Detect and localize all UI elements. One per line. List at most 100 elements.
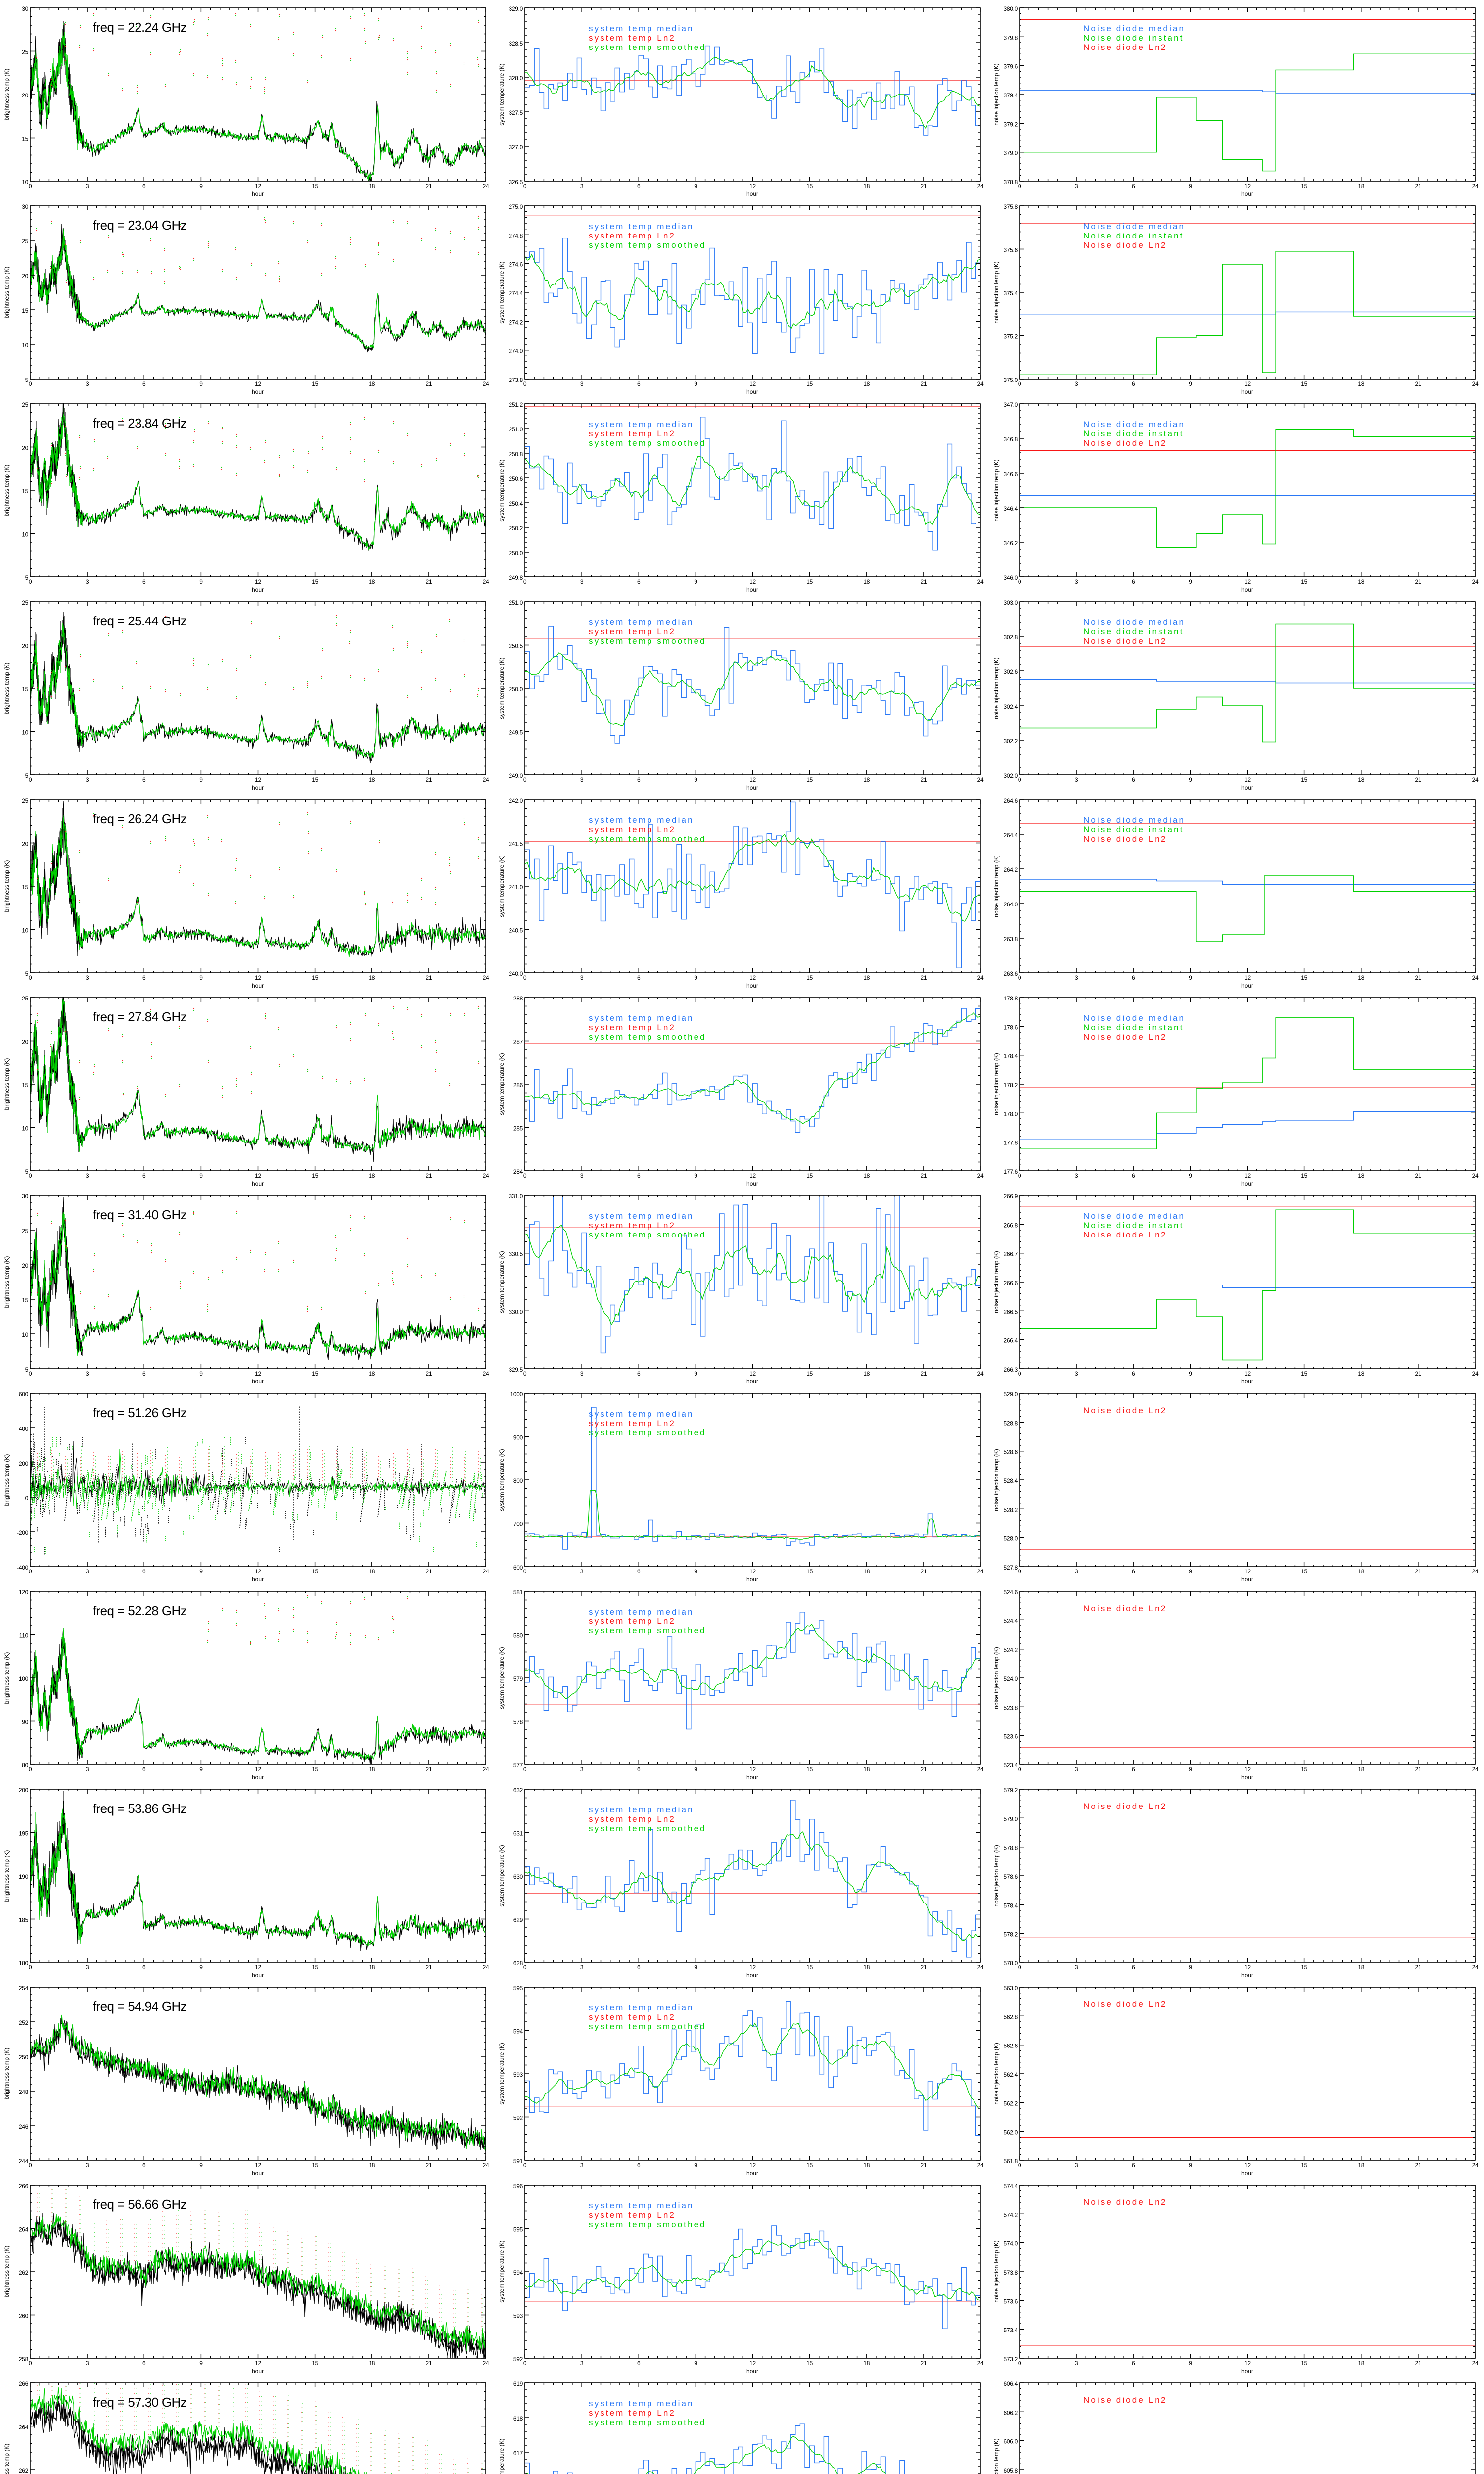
svg-text:18: 18 (863, 1370, 870, 1377)
svg-text:177.6: 177.6 (1003, 1168, 1018, 1175)
svg-text:6: 6 (1132, 2360, 1135, 2367)
svg-text:3: 3 (86, 1172, 89, 1179)
svg-text:619: 619 (513, 2380, 523, 2387)
svg-text:-400: -400 (17, 1564, 28, 1571)
svg-text:15: 15 (1301, 1568, 1307, 1575)
svg-text:9: 9 (694, 1370, 697, 1377)
svg-text:18: 18 (863, 776, 870, 783)
svg-text:hour: hour (746, 2368, 758, 2375)
svg-text:18: 18 (1358, 2162, 1364, 2169)
svg-text:24: 24 (1472, 974, 1479, 981)
svg-text:3: 3 (580, 1568, 584, 1575)
svg-text:12: 12 (255, 1766, 261, 1773)
svg-text:15: 15 (1301, 1964, 1307, 1971)
svg-text:18: 18 (1358, 183, 1364, 190)
svg-text:6: 6 (1132, 1172, 1135, 1179)
svg-text:6: 6 (637, 1766, 641, 1773)
svg-text:15: 15 (22, 1082, 28, 1089)
svg-text:20: 20 (22, 1262, 28, 1269)
svg-text:0: 0 (29, 1172, 32, 1179)
svg-text:700: 700 (513, 1521, 523, 1528)
svg-text:system temp median: system temp median (589, 1013, 694, 1023)
svg-text:593: 593 (513, 2313, 523, 2320)
svg-text:6: 6 (637, 2360, 641, 2367)
svg-text:563.0: 563.0 (1003, 1985, 1018, 1992)
svg-text:hour: hour (252, 190, 264, 197)
svg-text:system temp smoothed: system temp smoothed (589, 1626, 706, 1635)
svg-text:12: 12 (749, 2162, 756, 2169)
svg-text:528.4: 528.4 (1003, 1477, 1018, 1484)
svg-text:15: 15 (1301, 2162, 1307, 2169)
svg-text:302.2: 302.2 (1003, 738, 1018, 745)
svg-text:Noise diode median: Noise diode median (1083, 1013, 1185, 1023)
svg-text:275.0: 275.0 (509, 203, 523, 210)
svg-text:9: 9 (694, 183, 697, 190)
svg-text:260: 260 (19, 2313, 29, 2320)
svg-text:hour: hour (252, 784, 264, 791)
svg-text:system temp Ln2: system temp Ln2 (589, 2012, 676, 2022)
svg-text:573.4: 573.4 (1003, 2327, 1018, 2334)
svg-text:9: 9 (1189, 381, 1192, 387)
svg-text:hour: hour (746, 982, 758, 989)
svg-text:system temp Ln2: system temp Ln2 (589, 231, 676, 240)
svg-text:246: 246 (19, 2123, 29, 2130)
svg-text:9: 9 (694, 1172, 697, 1179)
svg-text:606.0: 606.0 (1003, 2438, 1018, 2445)
svg-text:0: 0 (29, 776, 32, 783)
svg-text:21: 21 (921, 183, 927, 190)
svg-text:18: 18 (369, 1568, 375, 1575)
svg-text:0: 0 (29, 1568, 32, 1575)
svg-text:302.0: 302.0 (1003, 772, 1018, 779)
svg-text:21: 21 (921, 1766, 927, 1773)
svg-text:527.8: 527.8 (1003, 1564, 1018, 1571)
svg-text:578.0: 578.0 (1003, 1960, 1018, 1967)
svg-text:523.4: 523.4 (1003, 1762, 1018, 1769)
svg-text:9: 9 (199, 974, 203, 981)
svg-text:18: 18 (1358, 1568, 1364, 1575)
svg-text:Noise diode instant: Noise diode instant (1083, 33, 1184, 43)
svg-text:15: 15 (806, 2360, 813, 2367)
svg-text:noise injection temp (K): noise injection temp (K) (993, 855, 1000, 917)
svg-text:606.2: 606.2 (1003, 2409, 1018, 2416)
svg-text:18: 18 (863, 2360, 870, 2367)
svg-text:12: 12 (255, 381, 261, 387)
svg-text:12: 12 (1244, 578, 1251, 585)
svg-text:110: 110 (19, 1632, 29, 1639)
svg-text:system temp median: system temp median (589, 1211, 694, 1221)
svg-text:15: 15 (806, 1766, 813, 1773)
svg-text:18: 18 (1358, 1964, 1364, 1971)
svg-text:524.4: 524.4 (1003, 1618, 1018, 1624)
svg-text:0: 0 (29, 578, 32, 585)
svg-text:Noise diode median: Noise diode median (1083, 1211, 1185, 1221)
svg-text:24: 24 (977, 2162, 984, 2169)
svg-text:328.5: 328.5 (509, 40, 523, 47)
svg-text:285: 285 (513, 1125, 523, 1132)
svg-text:system temp smoothed: system temp smoothed (589, 1032, 706, 1042)
svg-text:3: 3 (86, 2162, 89, 2169)
svg-text:21: 21 (426, 1370, 432, 1377)
svg-text:15: 15 (22, 686, 28, 693)
svg-text:379.4: 379.4 (1003, 92, 1018, 99)
svg-text:0: 0 (523, 578, 527, 585)
svg-text:284: 284 (513, 1168, 523, 1175)
svg-text:Noise diode Ln2: Noise diode Ln2 (1083, 1406, 1167, 1415)
svg-text:6: 6 (142, 1172, 146, 1179)
svg-text:brightness temp (K): brightness temp (K) (3, 1256, 10, 1308)
svg-text:Noise diode Ln2: Noise diode Ln2 (1083, 636, 1167, 646)
svg-text:250: 250 (19, 2054, 29, 2061)
svg-text:25: 25 (22, 995, 28, 1002)
svg-text:3: 3 (1075, 1172, 1078, 1179)
svg-text:21: 21 (921, 2360, 927, 2367)
svg-text:326.5: 326.5 (509, 179, 523, 186)
svg-text:Noise diode Ln2: Noise diode Ln2 (1083, 1230, 1167, 1239)
svg-text:21: 21 (1415, 1766, 1422, 1773)
svg-text:375.4: 375.4 (1003, 290, 1018, 297)
svg-text:0: 0 (1018, 2360, 1021, 2367)
svg-text:12: 12 (255, 1172, 261, 1179)
svg-text:346.0: 346.0 (1003, 574, 1018, 581)
svg-text:178.8: 178.8 (1003, 995, 1018, 1002)
svg-text:3: 3 (86, 2360, 89, 2367)
svg-text:303.0: 303.0 (1003, 599, 1018, 606)
svg-text:freq = 51.26 GHz: freq = 51.26 GHz (93, 1405, 186, 1420)
svg-text:18: 18 (1358, 1370, 1364, 1377)
